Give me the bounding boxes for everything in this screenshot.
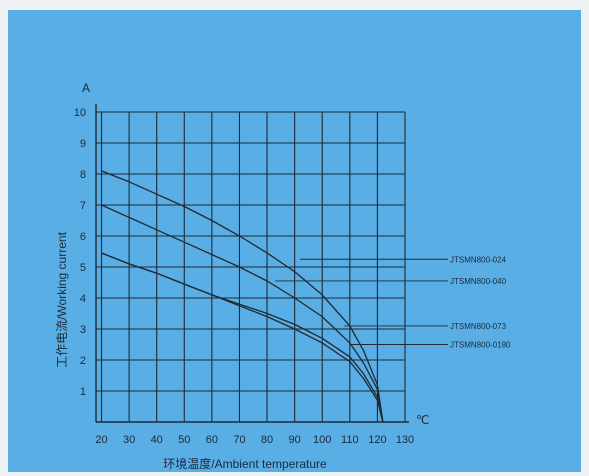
x-tick-label-100: 100 [313,434,331,446]
series-line-JTSMN800-0180 [101,252,384,423]
x-tick-label-40: 40 [151,434,163,446]
x-tick-label-130: 130 [396,434,414,446]
legend: JTSMN800-024 JTSMN800-040 JTSMN800-073 JTSM… [275,255,511,350]
legend-label-JTSMN800-0180: JTSMN800-0180 [450,341,511,350]
legend-label-JTSMN800-073: JTSMN800-073 [450,322,507,331]
y-tick-label-9: 9 [80,138,86,150]
y-tick-label-8: 8 [80,169,86,181]
series-line-JTSMN800-040 [101,204,384,423]
series-lines [101,170,384,423]
y-tick-label-5: 5 [80,262,86,274]
x-tick-label-120: 120 [368,434,386,446]
y-tick-label-3: 3 [80,324,86,336]
ticks: 20 30 40 50 60 70 80 90 100 110 120 130 1 2 3 4 5 6 7 8 9 10 [74,107,414,446]
x-axis-title: 环境温度/Ambient temperature [163,456,327,471]
x-tick-label-50: 50 [178,434,190,446]
legend-label-JTSMN800-024: JTSMN800-024 [450,255,507,264]
x-tick-label-60: 60 [206,434,218,446]
x-tick-label-20: 20 [95,434,107,446]
x-tick-label-30: 30 [123,434,135,446]
x-tick-label-70: 70 [233,434,245,446]
x-tick-label-80: 80 [261,434,273,446]
y-tick-label-7: 7 [80,200,86,212]
y-tick-label-4: 4 [80,293,86,305]
y-axis-title: 工作电流/Working current [55,231,69,367]
series-line-JTSMN800-024 [101,170,384,423]
y-unit-label: A [82,81,90,95]
x-tick-label-110: 110 [341,434,359,446]
grid [95,104,409,423]
legend-label-JTSMN800-040: JTSMN800-040 [450,277,507,286]
y-tick-label-10: 10 [74,107,86,119]
y-tick-label-1: 1 [80,386,86,398]
y-tick-label-6: 6 [80,231,86,243]
x-tick-label-90: 90 [289,434,301,446]
y-tick-label-2: 2 [80,355,86,367]
x-unit-label: ℃ [416,413,429,427]
series-line-JTSMN800-073 [101,252,384,423]
